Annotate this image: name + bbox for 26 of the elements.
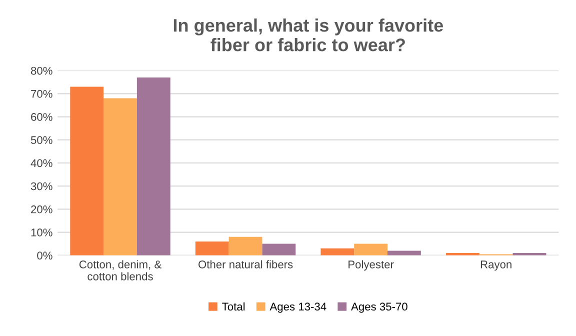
y-tick-label: 80%: [30, 66, 52, 75]
bar: [228, 236, 262, 256]
bar: [320, 248, 354, 256]
y-tick-label: 20%: [31, 205, 52, 214]
y-tick-label: 0%: [37, 252, 52, 260]
y-tick-label: 70%: [31, 90, 52, 98]
x-tick-label: Rayon: [480, 260, 512, 271]
y-tick-label: 50%: [30, 136, 52, 144]
x-tick-label: Cotton, denim, & cotton blends: [79, 260, 162, 280]
chart-title: In general, what is your favorite fiber or fabric to wear?: [174, 18, 444, 52]
bar: [388, 250, 421, 256]
bar: [70, 86, 104, 256]
bar: [104, 98, 137, 256]
y-tick-label: 40%: [30, 159, 52, 168]
legend-label: Ages 35-70: [351, 302, 408, 313]
y-tick-label: 10%: [31, 228, 52, 236]
bar: [354, 244, 388, 256]
bar: [195, 242, 229, 256]
y-tick-label: 60%: [31, 113, 52, 121]
legend-label: Ages 13-34: [270, 302, 326, 313]
bar: [262, 244, 296, 256]
x-tick-label: Polyester: [348, 260, 394, 271]
y-tick-label: 30%: [30, 182, 52, 190]
legend-label: Total: [222, 302, 245, 311]
x-tick-label: Other natural fibers: [198, 260, 293, 268]
bar: [136, 77, 170, 256]
